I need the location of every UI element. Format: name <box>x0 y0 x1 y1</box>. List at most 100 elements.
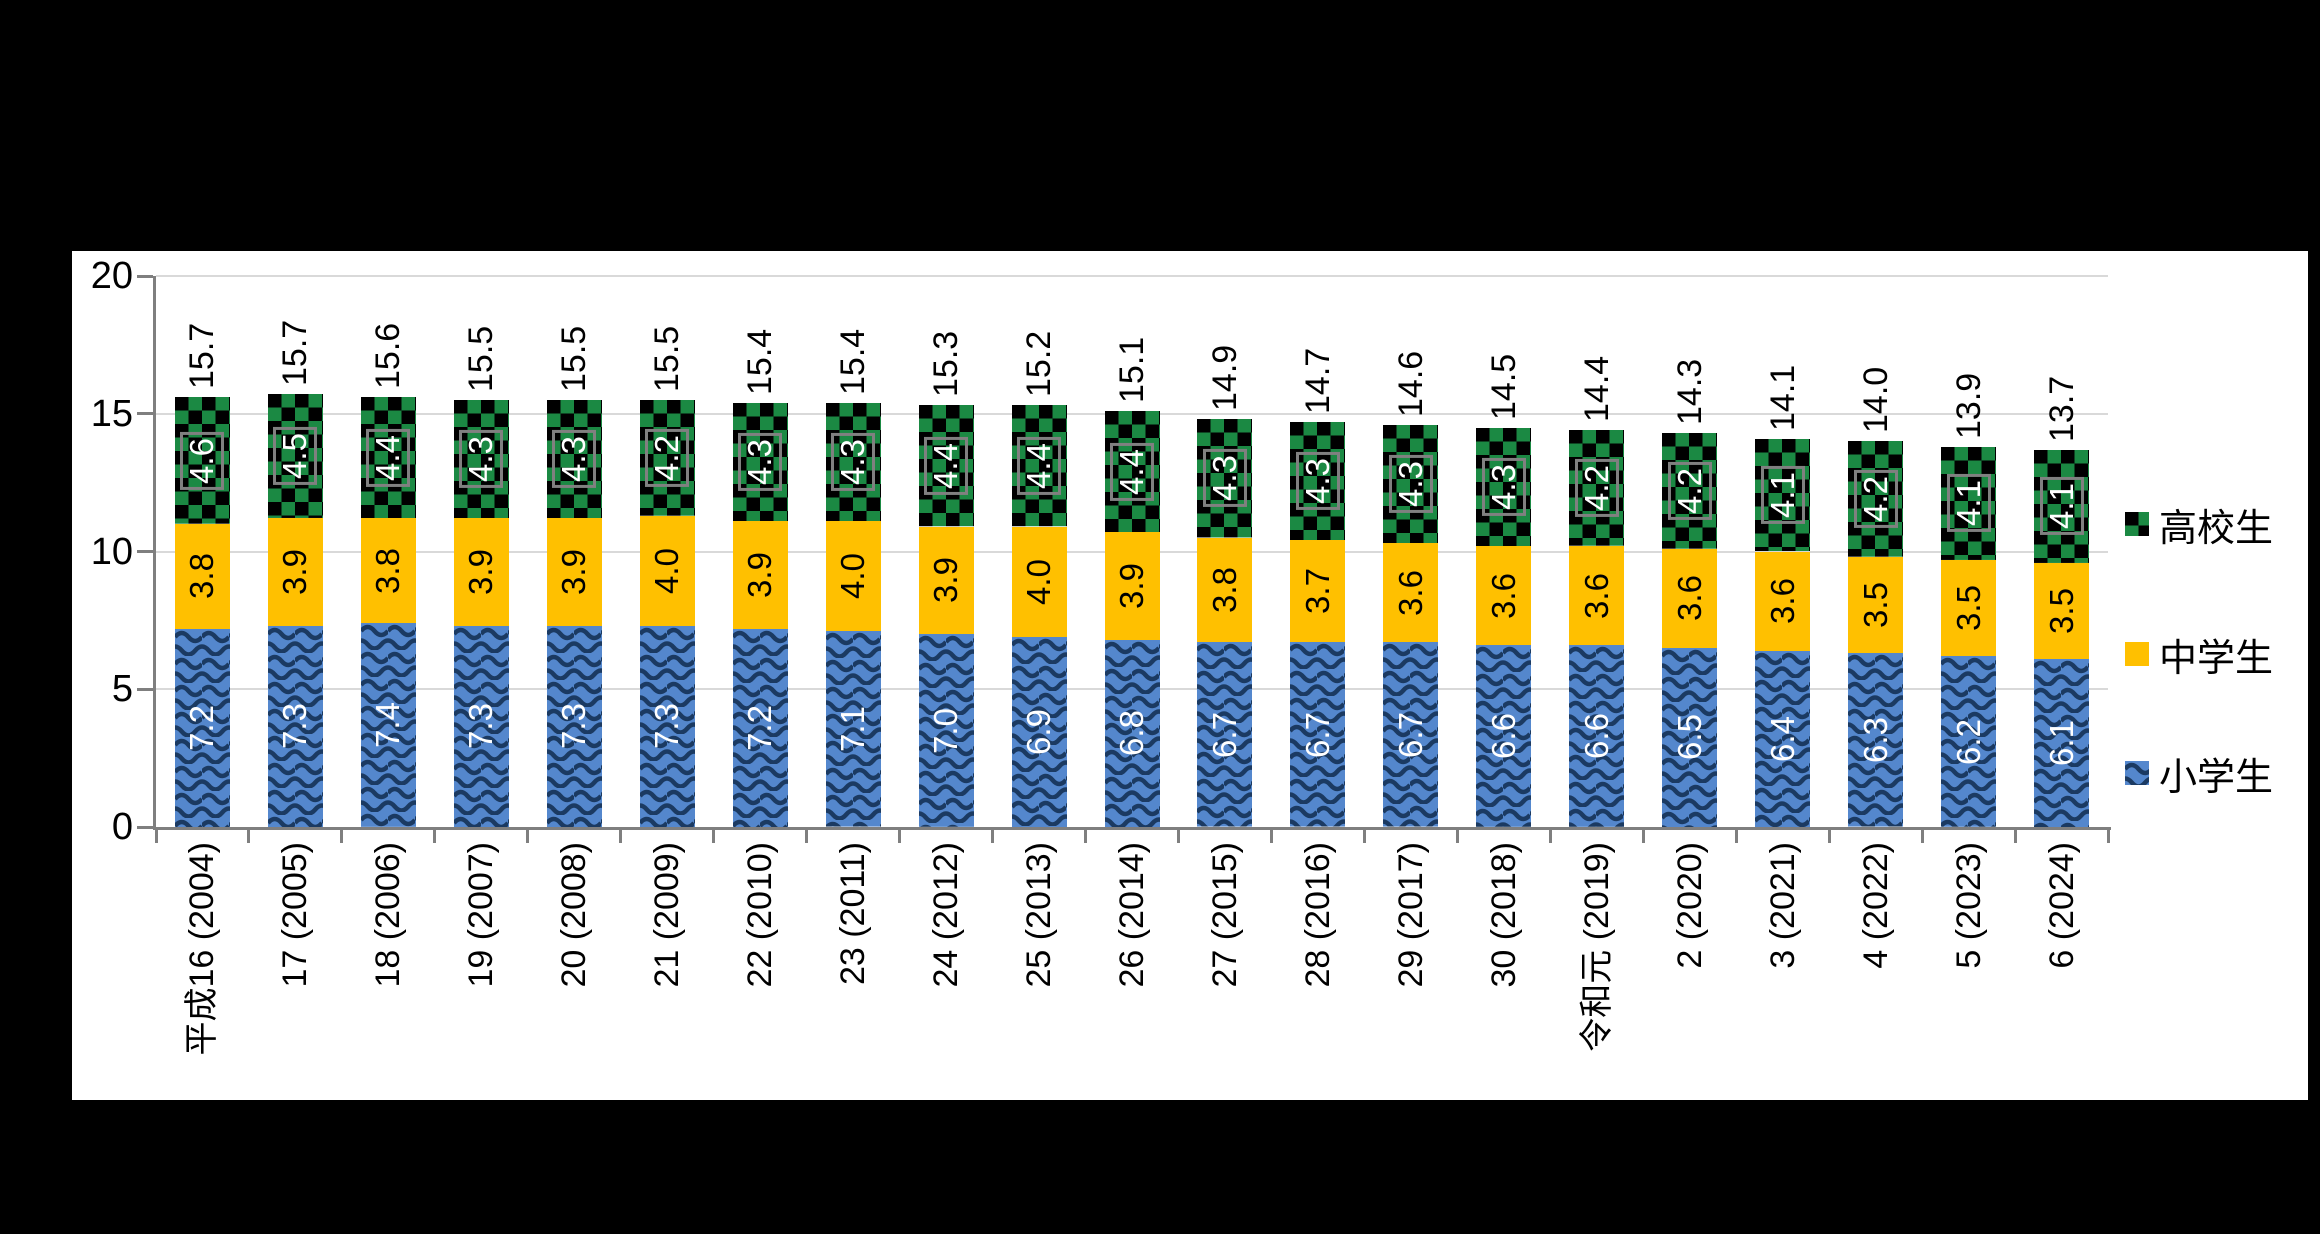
total-label: 15.5 <box>555 325 594 392</box>
bar-segment-highschool <box>1848 441 1904 557</box>
segment-label-elementary: 7.3 <box>276 703 314 750</box>
bar-segment-elementary <box>360 623 416 827</box>
total-label: 14.1 <box>1763 364 1802 431</box>
bar-segment-juniorhigh <box>732 521 788 629</box>
bar-segment-juniorhigh <box>360 518 416 624</box>
legend-item-elementary: 小学生 <box>2125 753 2273 799</box>
segment-label-elementary: 6.7 <box>1298 711 1336 758</box>
segment-label-highschool: 4.1 <box>1760 466 1805 524</box>
bar-segment-elementary <box>174 628 230 827</box>
wave-pattern-fill <box>360 623 416 827</box>
bar-segment-elementary <box>267 625 323 827</box>
bar-segment-highschool <box>2034 449 2090 563</box>
bar-segment-juniorhigh <box>2034 562 2090 659</box>
segment-label-elementary: 7.3 <box>555 703 593 750</box>
bar-segment-highschool <box>1383 424 1439 544</box>
segment-label-highschool: 4.6 <box>180 431 225 490</box>
segment-label-juniorhigh: 4.0 <box>834 553 872 600</box>
segment-label-juniorhigh: 3.8 <box>369 547 407 594</box>
checker-pattern-fill <box>918 405 974 527</box>
total-label: 15.1 <box>1113 336 1151 403</box>
segment-label-elementary: 6.2 <box>1949 718 1987 765</box>
segment-label-elementary: 6.7 <box>1205 711 1243 758</box>
bar-segment-elementary <box>1662 647 1718 827</box>
segment-label-juniorhigh: 3.9 <box>1113 563 1150 609</box>
segment-label-elementary: 6.3 <box>1856 717 1894 764</box>
x-axis-tick <box>340 830 344 843</box>
bar-segment-highschool <box>639 399 695 516</box>
segment-label-juniorhigh: 4.0 <box>648 547 686 594</box>
wave-pattern-fill <box>453 625 509 827</box>
bar-segment-elementary <box>2034 658 2090 827</box>
segment-label-juniorhigh: 3.6 <box>1763 578 1801 625</box>
segment-label-highschool: 4.5 <box>273 427 318 486</box>
bar-segment-juniorhigh <box>1383 543 1439 643</box>
total-label: 15.6 <box>369 323 408 390</box>
total-label: 15.5 <box>462 325 501 392</box>
bar-segment-highschool <box>1662 433 1718 549</box>
legend-item-juniorhigh: 中学生 <box>2125 634 2273 680</box>
bar-segment-elementary <box>918 634 974 827</box>
x-axis-label: 5 (2023) <box>1949 842 1988 969</box>
bar-segment-highschool <box>546 399 602 519</box>
segment-label-juniorhigh: 3.7 <box>1298 568 1336 615</box>
bar-segment-juniorhigh <box>174 523 230 629</box>
wave-pattern-fill <box>1011 636 1067 827</box>
x-axis-tick <box>619 830 623 843</box>
y-axis-label-20: 20 <box>90 255 133 297</box>
checker-pattern-fill <box>1848 441 1904 557</box>
y-axis-label-0: 0 <box>111 806 133 848</box>
plot-area: 7.2 3.8 4.6 15.7 平成16 (2004) 7.3 3.9 4.5 15.7 17 … <box>137 274 2111 1056</box>
bar-segment-highschool <box>918 405 974 527</box>
x-axis-label: 平成16 (2004) <box>183 842 222 1056</box>
bar-segment-juniorhigh <box>918 526 974 635</box>
checker-pattern-fill <box>1197 419 1253 538</box>
segment-label-juniorhigh: 3.5 <box>1856 582 1894 629</box>
x-axis-tick <box>433 830 437 843</box>
bar-segment-highschool <box>360 397 416 519</box>
bar-segment-highschool <box>1941 446 1997 560</box>
x-axis-label: 25 (2013) <box>1020 842 1059 988</box>
legend-item-highschool: 高校生 <box>2125 504 2273 550</box>
bar-segment-juniorhigh <box>267 518 323 626</box>
segment-label-highschool: 4.3 <box>1481 457 1526 516</box>
bar-segment-juniorhigh <box>1941 559 1997 657</box>
wave-pattern-fill <box>174 628 230 827</box>
x-axis-tick <box>526 830 530 843</box>
total-label: 14.5 <box>1484 353 1523 420</box>
segment-label-highschool: 4.3 <box>1202 449 1247 508</box>
wave-pattern-fill <box>2034 658 2090 827</box>
bar-segment-highschool <box>825 402 881 522</box>
segment-label-highschool: 4.2 <box>1574 459 1619 518</box>
x-axis-label: 26 (2014) <box>1113 842 1151 988</box>
x-axis-tick <box>1176 830 1180 843</box>
x-axis-line <box>153 827 2111 830</box>
bar-segment-juniorhigh <box>1848 557 1904 654</box>
bar-segment-juniorhigh <box>1569 545 1625 646</box>
segment-label-juniorhigh: 3.9 <box>555 549 593 596</box>
checker-pattern-fill <box>267 394 323 519</box>
x-axis-tick <box>2013 830 2017 843</box>
bar-segment-juniorhigh <box>639 515 695 626</box>
wave-pattern-fill <box>639 625 695 827</box>
wave-pattern-fill <box>1848 653 1904 827</box>
bar-segment-juniorhigh <box>453 518 509 626</box>
x-axis-tick <box>712 830 716 843</box>
segment-label-elementary: 6.9 <box>1020 709 1058 755</box>
bar-segment-elementary <box>1290 642 1346 827</box>
segment-label-juniorhigh: 3.9 <box>741 551 779 598</box>
wave-pattern-fill <box>1569 645 1625 827</box>
wave-pattern-fill <box>1290 642 1346 827</box>
bar-segment-highschool <box>1569 430 1625 546</box>
y-axis-tick-0 <box>137 825 153 829</box>
x-axis-label: 3 (2021) <box>1763 842 1802 969</box>
segment-label-elementary: 7.4 <box>369 702 407 748</box>
checker-pattern-fill <box>453 399 509 519</box>
total-label: 14.9 <box>1205 345 1244 412</box>
segment-label-elementary: 6.5 <box>1670 714 1708 761</box>
segment-label-elementary: 7.1 <box>834 706 872 753</box>
bar-segment-elementary <box>1941 656 1997 827</box>
x-axis-label: 28 (2016) <box>1298 842 1337 988</box>
segment-label-juniorhigh: 3.5 <box>1949 585 1987 631</box>
segment-label-juniorhigh: 3.6 <box>1484 572 1522 619</box>
